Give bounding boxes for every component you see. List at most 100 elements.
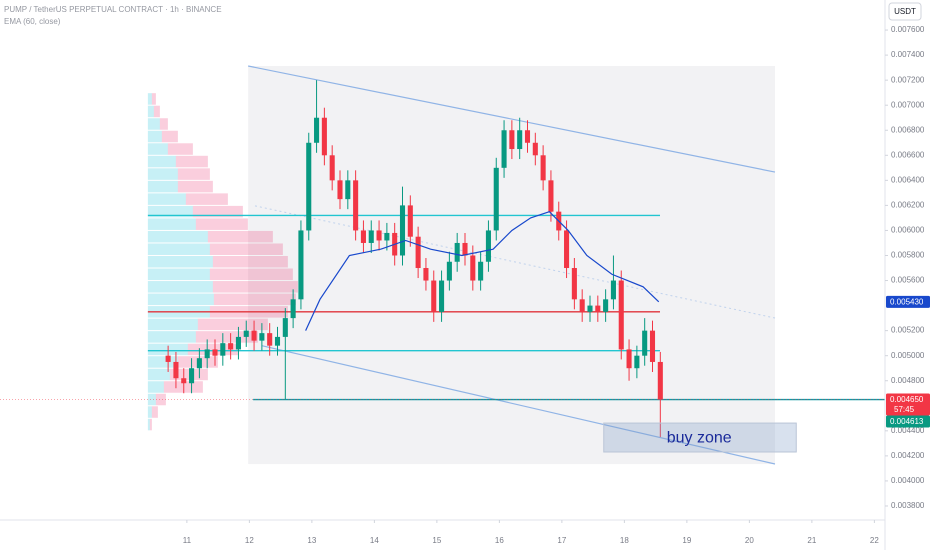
- y-tick-label: 0.006000: [891, 226, 925, 235]
- x-tick-label: 20: [745, 536, 754, 545]
- buy-zone: [603, 422, 797, 453]
- x-tick-label: 16: [495, 536, 504, 545]
- candle-body: [376, 230, 382, 241]
- candle-body: [431, 280, 437, 312]
- candle-body: [657, 361, 663, 400]
- profile-buy: [147, 193, 186, 205]
- candle-body: [282, 318, 288, 337]
- candle-body: [267, 333, 273, 346]
- profile-buy: [147, 356, 178, 368]
- candle-body: [642, 330, 648, 356]
- profile-buy: [147, 318, 198, 331]
- candle-body: [595, 305, 601, 312]
- profile-sell: [161, 130, 178, 143]
- axes: 0.007600 0.007400 0.007200 0.007000 0.006800…: [183, 25, 930, 545]
- y-tick-label: 0.007200: [891, 75, 925, 84]
- profile-buy: [147, 205, 193, 218]
- candle-body: [587, 305, 593, 312]
- profile-buy: [147, 368, 170, 381]
- profile-buy: [147, 143, 168, 155]
- candle-body: [212, 349, 218, 356]
- candle-body: [603, 299, 609, 312]
- y-tick-label: 0.007600: [891, 25, 925, 34]
- profile-sell: [167, 143, 193, 155]
- profile-sell: [151, 406, 158, 418]
- candle-body: [478, 261, 484, 281]
- x-tick-label: 11: [183, 536, 192, 545]
- profile-buy: [147, 243, 210, 255]
- indicator-label: EMA (60, close): [4, 17, 61, 26]
- price-tag: [886, 295, 930, 308]
- price-tag-label: 0.004650: [890, 395, 924, 404]
- profile-sell: [209, 243, 283, 255]
- y-tick-label: 0.005200: [891, 326, 925, 335]
- candle-body: [485, 230, 491, 262]
- channel-upper: [248, 65, 776, 173]
- profile-buy: [147, 331, 196, 343]
- candle-body: [462, 242, 468, 256]
- candle-body: [517, 130, 523, 150]
- symbol-title: PUMP / TetherUS PERPETUAL CONTRACT · 1h …: [4, 5, 222, 14]
- profile-sell: [155, 393, 166, 406]
- profile-buy: [147, 268, 210, 281]
- profile-sell: [209, 268, 293, 281]
- candle-body: [314, 117, 320, 143]
- channel-lower: [261, 345, 776, 465]
- candle-body: [345, 180, 351, 200]
- currency-button[interactable]: [888, 2, 922, 21]
- candle-body: [165, 355, 171, 362]
- y-tick-label: 0.005600: [891, 276, 925, 285]
- ema-line: [305, 210, 660, 331]
- channel-midline: [254, 205, 776, 319]
- profile-sell: [177, 168, 210, 180]
- candle-body: [274, 336, 281, 346]
- profile-sell: [159, 118, 168, 130]
- profile-buy: [147, 93, 152, 105]
- candle-body: [306, 142, 312, 231]
- y-tick-label: 0.006600: [891, 150, 925, 159]
- profile-sell: [195, 218, 248, 230]
- candle-body: [220, 343, 226, 356]
- profile-sell: [175, 155, 208, 168]
- x-tick-label: 22: [870, 536, 879, 545]
- candle-body: [439, 280, 445, 312]
- x-tick-label: 19: [682, 536, 691, 545]
- candle-body: [571, 268, 577, 300]
- y-tick-label: 0.006400: [891, 175, 925, 184]
- candle-body: [493, 167, 499, 231]
- plot-area: buy zone: [0, 65, 885, 465]
- candle-body: [368, 230, 374, 243]
- candle-body: [243, 330, 249, 337]
- candle-body: [579, 299, 585, 312]
- candle-body: [634, 355, 640, 369]
- candle-body: [298, 230, 304, 300]
- candle-body: [204, 349, 210, 359]
- candle-body: [501, 130, 507, 168]
- profile-buy: [147, 255, 213, 268]
- y-tick-label: 0.004200: [891, 451, 925, 460]
- profile-buy: [147, 406, 152, 418]
- profile-sell: [197, 318, 268, 331]
- profile-sell: [212, 281, 298, 293]
- profile-sell: [169, 368, 208, 381]
- x-tick-label: 14: [370, 536, 379, 545]
- y-tick-label: 0.003800: [891, 501, 925, 510]
- x-tick-label: 12: [245, 536, 254, 545]
- y-tick-label: 0.004800: [891, 376, 925, 385]
- candle-body: [384, 232, 390, 241]
- candle-body: [454, 242, 460, 262]
- y-tick-label: 0.006200: [891, 201, 925, 210]
- profile-buy: [147, 155, 176, 168]
- currency-label[interactable]: USDT: [894, 7, 916, 16]
- profile-sell: [149, 418, 152, 431]
- profile-buy: [147, 105, 154, 118]
- price-tag-label: 0.005430: [890, 297, 924, 306]
- y-tick-label: 0.007400: [891, 50, 925, 59]
- profile-buy: [147, 218, 196, 230]
- candle-body: [618, 280, 624, 350]
- y-tick-label: 0.004000: [891, 476, 925, 485]
- profile-sell: [192, 205, 243, 218]
- profile-buy: [147, 281, 213, 293]
- candle-body: [626, 349, 632, 369]
